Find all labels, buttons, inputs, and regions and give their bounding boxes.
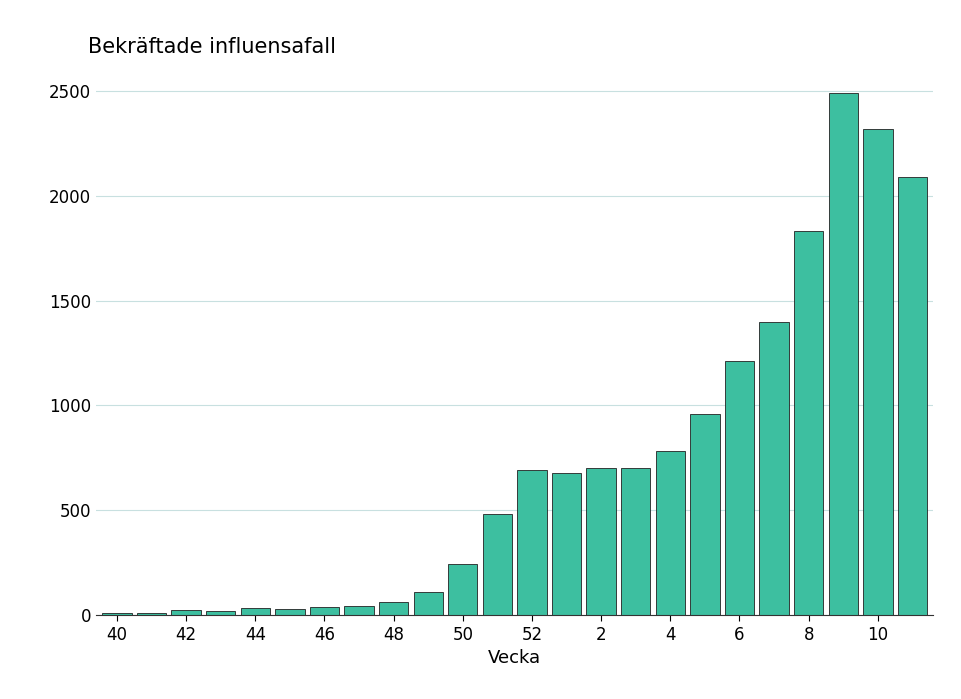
Bar xyxy=(240,608,270,615)
Bar xyxy=(275,610,305,615)
Bar xyxy=(379,602,407,615)
Bar xyxy=(827,93,857,615)
Bar xyxy=(552,473,580,615)
Bar xyxy=(897,177,926,615)
Bar xyxy=(136,612,166,615)
Bar xyxy=(102,614,132,615)
Bar xyxy=(621,468,650,615)
Bar xyxy=(586,468,615,615)
Bar xyxy=(448,563,477,615)
Bar xyxy=(862,129,892,615)
Bar xyxy=(758,322,788,615)
Bar xyxy=(517,470,546,615)
Bar xyxy=(724,361,753,615)
Text: Bekräftade influensafall: Bekräftade influensafall xyxy=(87,37,335,57)
Bar xyxy=(309,607,339,615)
Bar xyxy=(171,610,201,615)
Bar xyxy=(793,231,823,615)
Bar xyxy=(206,611,235,615)
Bar xyxy=(413,593,442,615)
Bar xyxy=(689,414,719,615)
Bar xyxy=(482,514,511,615)
X-axis label: Vecka: Vecka xyxy=(487,649,541,667)
Bar xyxy=(654,451,684,615)
Bar xyxy=(344,606,374,615)
